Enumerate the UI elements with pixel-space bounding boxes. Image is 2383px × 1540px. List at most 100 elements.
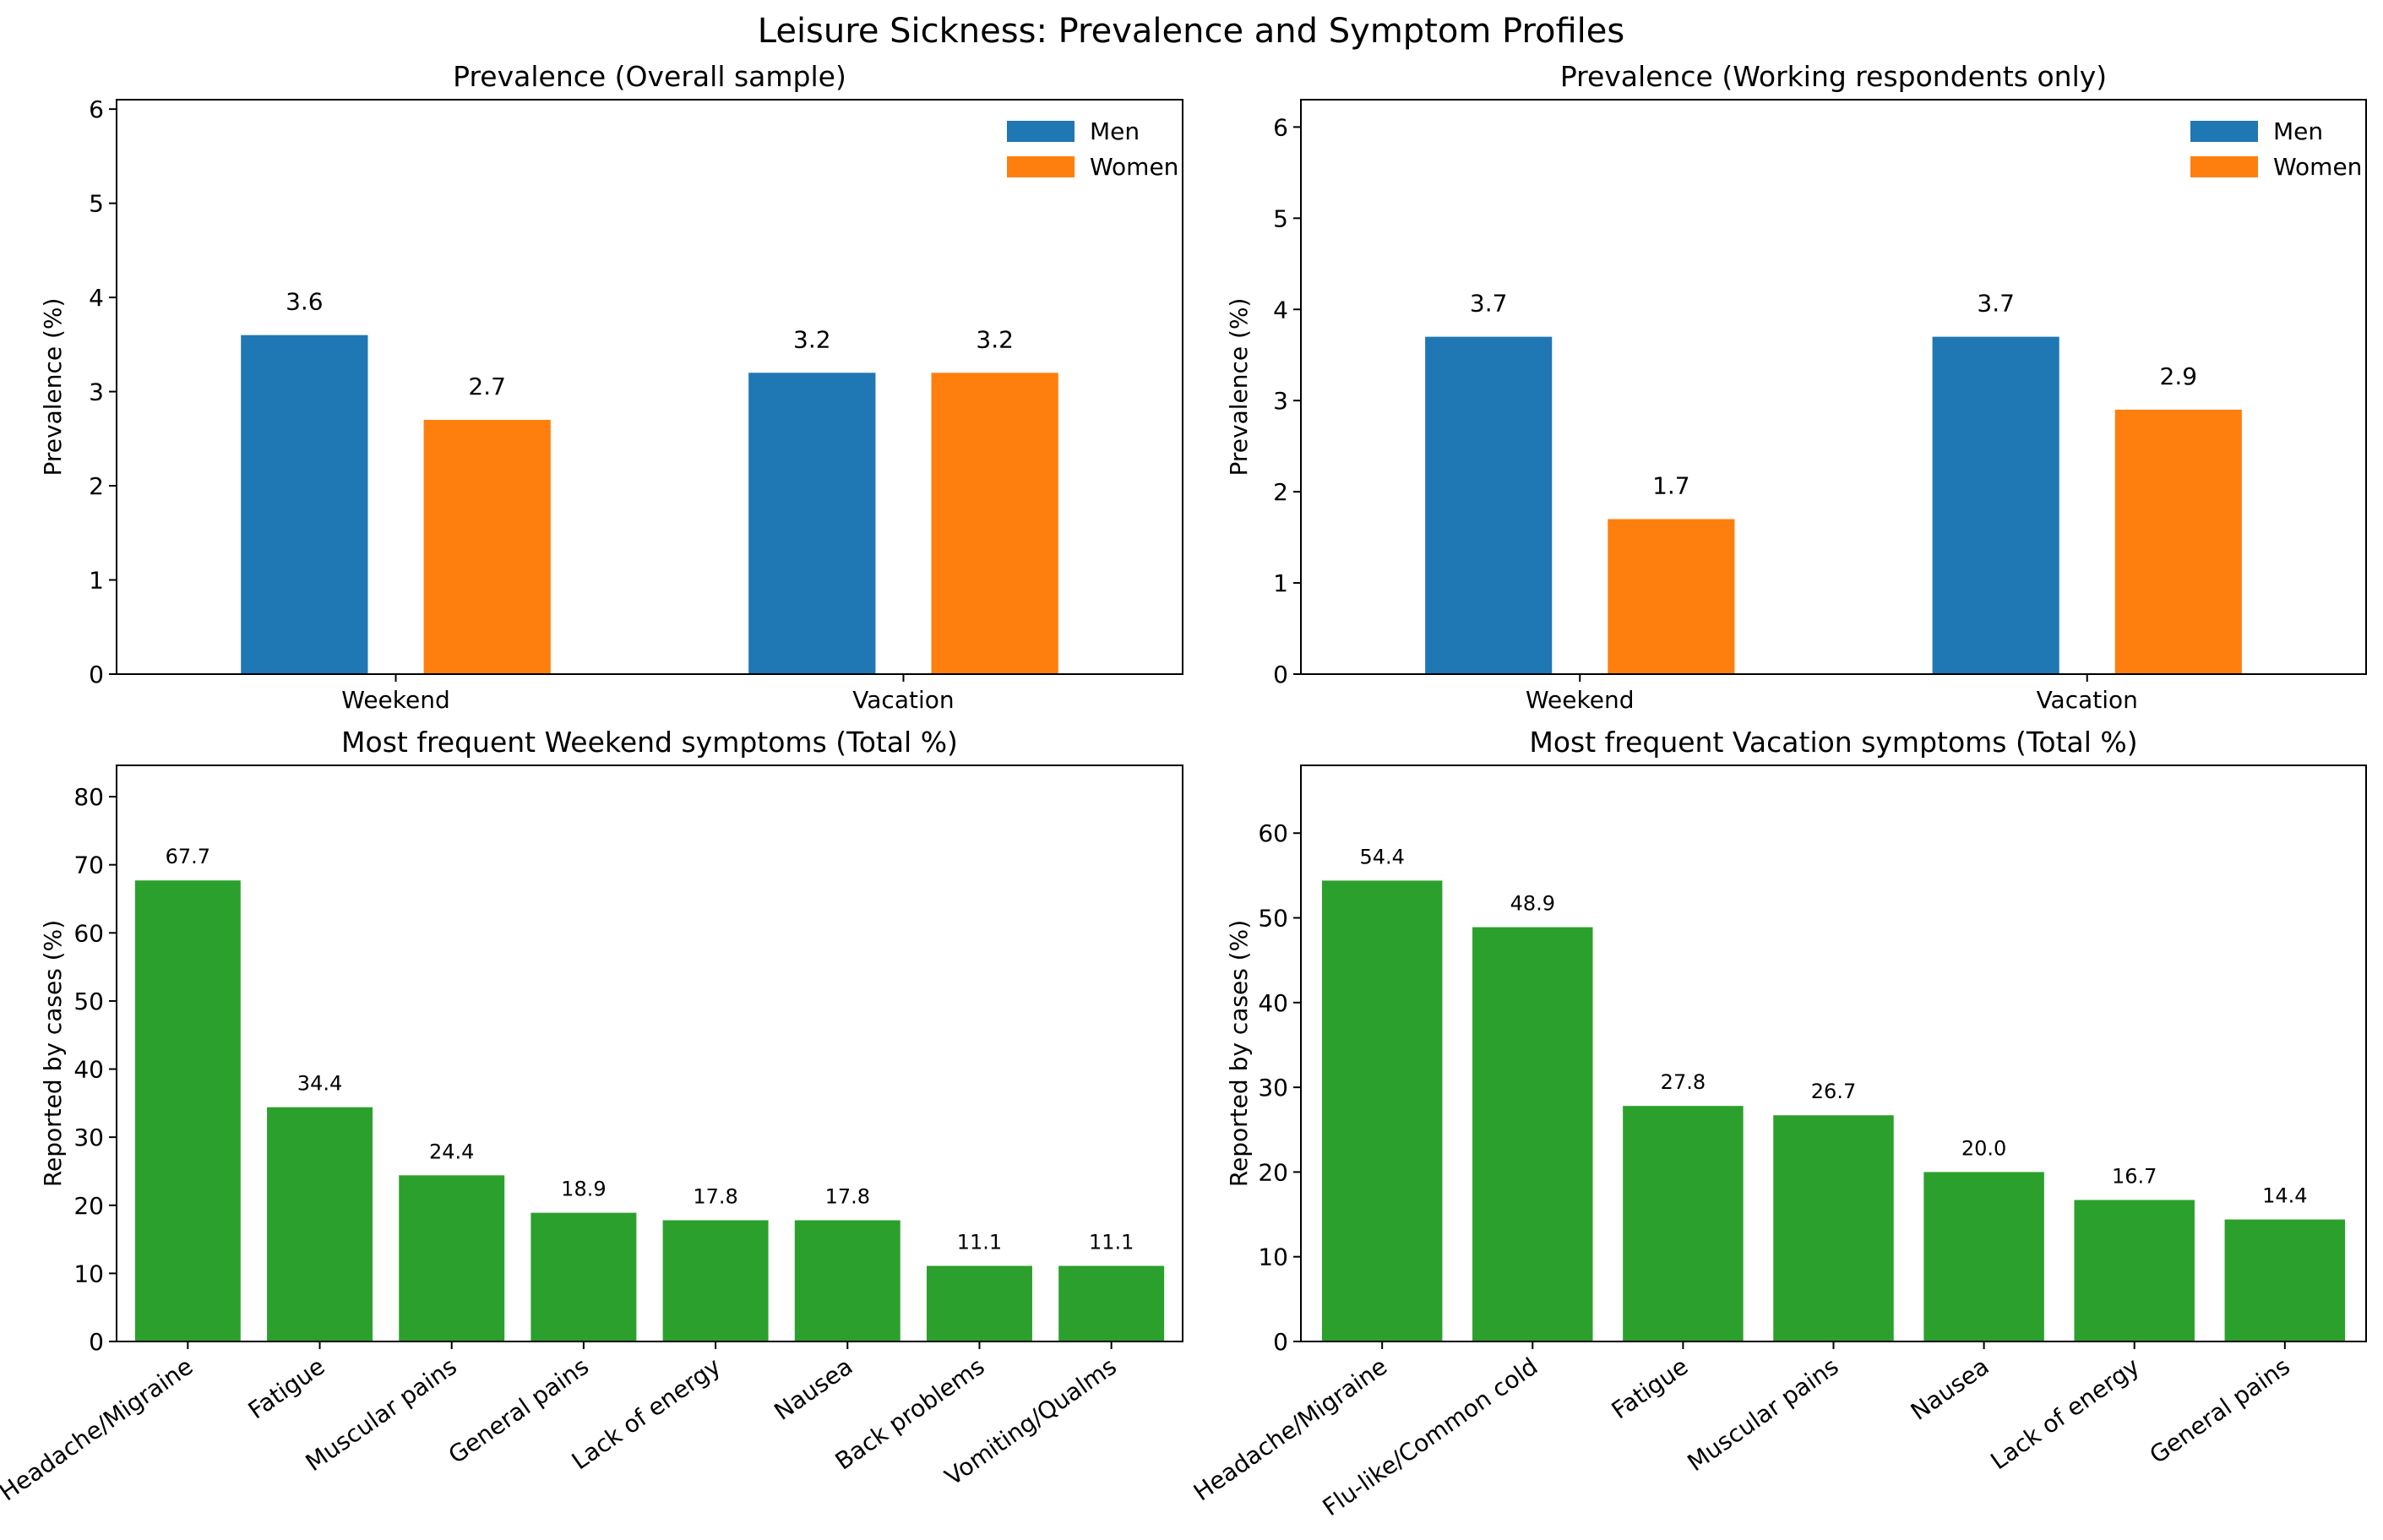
y-tick-label: 10 xyxy=(73,1260,104,1287)
data-label: 18.9 xyxy=(561,1178,606,1201)
bar-men-vacation xyxy=(748,373,876,674)
data-label: 3.6 xyxy=(286,288,324,316)
axes-frame xyxy=(1300,99,2367,675)
bar-women-vacation xyxy=(931,373,1058,674)
bar-symptom xyxy=(1472,927,1593,1341)
legend: Men Women xyxy=(2190,117,2362,181)
bar-women-vacation xyxy=(2114,409,2242,674)
bar-men-weekend xyxy=(1425,336,1553,674)
data-label: 20.0 xyxy=(1961,1136,2006,1160)
y-tick-label: 40 xyxy=(1258,989,1288,1017)
data-label: 54.4 xyxy=(1359,845,1404,868)
data-label: 3.2 xyxy=(976,325,1014,353)
y-tick-label: 30 xyxy=(73,1124,104,1151)
legend-label-women: Women xyxy=(2273,153,2362,181)
data-label: 3.7 xyxy=(1977,290,2015,318)
panel-title: Prevalence (Working respondents only) xyxy=(1560,60,2107,93)
x-tick-label: Fatigue xyxy=(243,1352,330,1425)
y-axis-label: Reported by cases (%) xyxy=(39,920,67,1187)
y-tick-label: 60 xyxy=(1258,819,1288,847)
data-label: 27.8 xyxy=(1661,1070,1706,1094)
y-tick-label: 70 xyxy=(73,852,104,879)
panel-title: Prevalence (Overall sample) xyxy=(453,60,846,93)
bar-symptom xyxy=(2074,1200,2195,1341)
y-axis-label: Prevalence (%) xyxy=(39,298,67,476)
y-tick-label: 2 xyxy=(1273,478,1288,506)
data-label: 17.8 xyxy=(693,1185,737,1209)
data-label: 26.7 xyxy=(1811,1080,1856,1103)
bar-symptom xyxy=(794,1220,900,1341)
x-tick-label: Weekend xyxy=(341,686,449,714)
data-label: 24.4 xyxy=(429,1140,474,1163)
x-tick-label: General pains xyxy=(2145,1352,2295,1469)
y-tick-label: 4 xyxy=(1273,296,1288,324)
y-tick-label: 10 xyxy=(1258,1243,1288,1271)
panel-4: Most frequent Vacation symptoms (Total %… xyxy=(1189,726,2367,1521)
bar-symptom xyxy=(1923,1172,2044,1341)
y-tick-label: 3 xyxy=(89,378,104,406)
bar-symptom xyxy=(1623,1106,1744,1341)
y-tick-label: 50 xyxy=(1258,905,1288,933)
x-tick-label: Vacation xyxy=(2037,686,2138,714)
y-tick-label: 50 xyxy=(73,988,104,1015)
data-label: 3.7 xyxy=(1470,290,1508,318)
data-label: 11.1 xyxy=(957,1231,1002,1254)
x-tick-label: Muscular pains xyxy=(1683,1352,1844,1477)
data-label: 11.1 xyxy=(1089,1231,1134,1254)
y-tick-label: 1 xyxy=(1273,569,1288,597)
y-axis-label: Prevalence (%) xyxy=(1225,298,1253,476)
y-axis-label: Reported by cases (%) xyxy=(1225,920,1253,1187)
bar-women-weekend xyxy=(1608,519,1735,674)
y-tick-label: 30 xyxy=(1258,1074,1288,1102)
y-tick-label: 6 xyxy=(1273,113,1288,141)
panel-1: Prevalence (Overall sample) Prevalence (%… xyxy=(39,60,1183,714)
figure-title: Leisure Sickness: Prevalence and Symptom… xyxy=(758,12,1624,51)
y-tick-label: 60 xyxy=(73,919,104,947)
data-label: 67.7 xyxy=(166,845,210,868)
legend-swatch-men xyxy=(1007,121,1075,142)
y-tick-label: 20 xyxy=(1258,1158,1288,1186)
bar-symptom xyxy=(662,1220,769,1341)
legend-swatch-women xyxy=(2190,156,2258,177)
panel-2: Prevalence (Working respondents only) Pre… xyxy=(1225,60,2367,714)
bar-symptom xyxy=(1058,1265,1165,1341)
x-tick-label: Vacation xyxy=(852,686,954,714)
panel-title: Most frequent Vacation symptoms (Total %… xyxy=(1529,726,2137,759)
y-tick-label: 1 xyxy=(89,567,104,595)
y-tick-label: 20 xyxy=(73,1192,104,1220)
data-label: 34.4 xyxy=(297,1072,342,1096)
y-tick-label: 5 xyxy=(1273,204,1288,232)
bar-symptom xyxy=(1321,880,1443,1341)
y-tick-label: 3 xyxy=(1273,387,1288,415)
y-tick-label: 2 xyxy=(89,472,104,500)
y-tick-label: 4 xyxy=(89,284,104,312)
data-label: 16.7 xyxy=(2112,1165,2157,1189)
y-tick-label: 0 xyxy=(1273,1328,1288,1356)
axes-frame xyxy=(116,99,1183,675)
axes-frame xyxy=(116,765,1183,1342)
panel-3: Most frequent Weekend symptoms (Total %)… xyxy=(0,726,1183,1506)
x-tick-label: Weekend xyxy=(1526,686,1634,714)
x-tick-label: Fatigue xyxy=(1607,1352,1694,1425)
bar-symptom xyxy=(926,1265,1032,1341)
bar-women-weekend xyxy=(423,420,551,674)
y-tick-label: 0 xyxy=(89,661,104,688)
x-tick-label: Lack of energy xyxy=(1985,1352,2144,1476)
legend-swatch-men xyxy=(2190,121,2258,142)
data-label: 17.8 xyxy=(825,1185,870,1209)
bar-symptom xyxy=(134,880,241,1341)
y-tick-label: 40 xyxy=(73,1056,104,1084)
legend: Men Women xyxy=(1007,117,1178,181)
y-tick-label: 0 xyxy=(1273,661,1288,688)
bar-men-weekend xyxy=(241,335,368,674)
bar-symptom xyxy=(2224,1219,2346,1341)
x-tick-label: Nausea xyxy=(1906,1352,1994,1426)
legend-label-men: Men xyxy=(1090,117,1140,145)
legend-swatch-women xyxy=(1007,156,1075,177)
y-tick-label: 80 xyxy=(73,783,104,811)
data-label: 3.2 xyxy=(793,325,831,353)
bar-symptom xyxy=(1773,1115,1894,1341)
axes-frame xyxy=(1300,765,2367,1342)
x-tick-label: Headache/Migraine xyxy=(0,1352,198,1507)
x-tick-label: Nausea xyxy=(769,1352,857,1426)
